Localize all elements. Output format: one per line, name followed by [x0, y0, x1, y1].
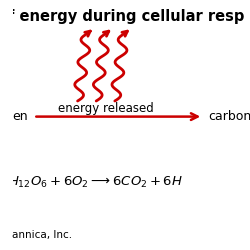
Text: annica, Inc.: annica, Inc.: [12, 230, 72, 240]
Text: energy released: energy released: [58, 102, 154, 115]
Text: carbon: carbon: [208, 110, 250, 123]
Text: f energy during cellular respira: f energy during cellular respira: [8, 8, 250, 24]
Text: en: en: [12, 110, 28, 123]
Text: $H_{12}O_6 + 6O_2 \longrightarrow 6CO_2 + 6H$: $H_{12}O_6 + 6O_2 \longrightarrow 6CO_2 …: [8, 175, 183, 190]
